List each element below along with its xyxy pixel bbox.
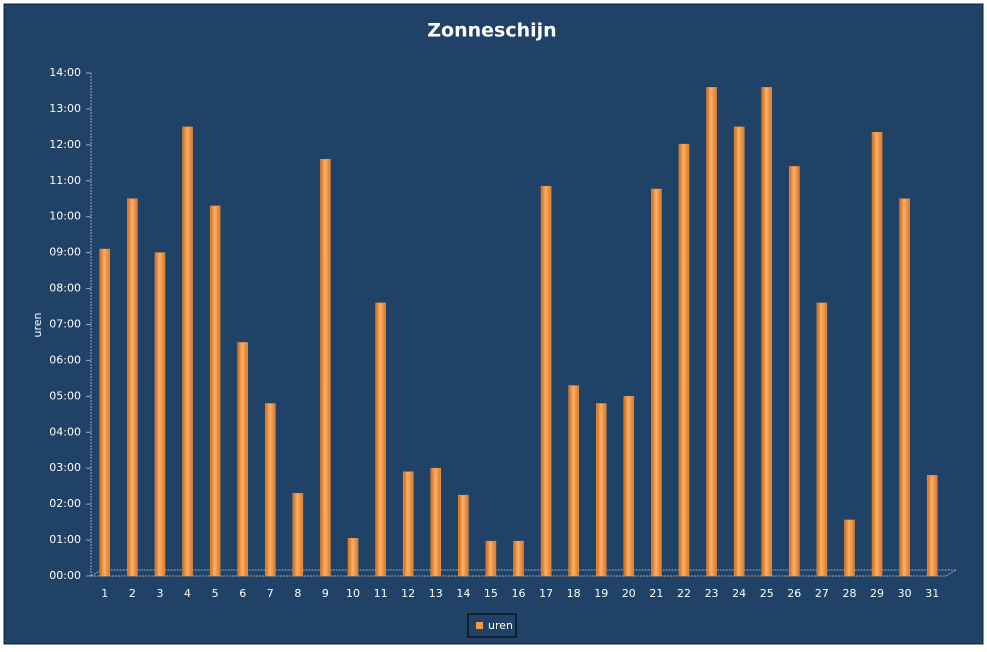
x-tick-label: 21 [649,587,663,600]
x-tick-label: 31 [925,587,939,600]
bar [292,493,304,577]
x-tick-label: 22 [677,587,691,600]
x-tick-label: 30 [898,587,912,600]
bar [99,248,111,577]
x-tick-label: 13 [429,587,443,600]
legend-label: uren [488,619,513,632]
bar [899,198,910,577]
x-tick-label: 23 [705,587,719,600]
x-tick-label: 15 [484,587,498,600]
x-tick-label: 14 [456,587,470,600]
bar [154,252,166,577]
bar [789,166,800,577]
x-tick-label: 12 [401,587,415,600]
bar [926,475,938,577]
y-tick-label: 14:00 [49,66,81,79]
x-tick-label: 28 [842,587,856,600]
x-tick-label: 2 [129,587,136,600]
x-tick-label: 8 [294,587,301,600]
bar [816,302,828,577]
bar [540,185,552,577]
x-tick-label: 11 [374,587,388,600]
x-tick-label: 18 [567,587,581,600]
bar [761,87,772,577]
y-tick-label: 09:00 [49,246,81,259]
y-tick-label: 08:00 [49,282,81,295]
bar [623,396,635,577]
y-axis-label: uren [31,312,44,337]
bar [347,538,359,577]
y-tick-label: 10:00 [49,210,81,223]
x-tick-label: 10 [346,587,360,600]
x-tick-label: 19 [594,587,608,600]
bar [402,471,414,577]
y-tick-label: 06:00 [49,353,81,366]
bar [485,540,497,577]
bar [568,385,579,577]
y-tick-label: 02:00 [49,497,81,510]
bar [127,198,138,577]
x-tick-label: 29 [870,587,884,600]
bar [209,205,221,577]
bar [265,403,276,577]
x-tick-label: 26 [787,587,801,600]
legend [467,613,517,638]
bar [871,132,883,577]
bar [320,158,331,577]
y-tick-label: 04:00 [49,425,81,438]
x-tick-label: 9 [322,587,329,600]
y-tick-label: 05:00 [49,389,81,402]
bar [844,519,855,577]
x-tick-label: 5 [212,587,219,600]
x-tick-label: 20 [622,587,636,600]
x-tick-label: 27 [815,587,829,600]
x-tick-label: 17 [539,587,553,600]
bar [651,188,662,577]
bar [430,467,442,577]
y-tick-label: 12:00 [49,138,81,151]
chart-title: Zonneschijn [427,20,556,42]
y-tick-label: 13:00 [49,102,81,115]
bar [595,403,607,577]
x-tick-label: 4 [184,587,191,600]
bar [237,342,248,577]
x-tick-label: 7 [267,587,274,600]
x-tick-label: 16 [512,587,526,600]
bar [733,126,745,577]
legend-box [467,613,517,638]
bar [678,143,690,577]
x-tick-label: 6 [239,587,246,600]
bar [458,494,469,577]
bar [182,126,193,577]
y-tick-label: 03:00 [49,461,81,474]
bar [513,540,524,577]
y-tick-label: 01:00 [49,533,81,546]
bar [375,302,386,577]
x-tick-label: 25 [760,587,774,600]
x-tick-label: 3 [156,587,163,600]
x-tick-label: 24 [732,587,746,600]
y-tick-label: 07:00 [49,318,81,331]
legend-swatch [476,622,483,629]
y-tick-label: 00:00 [49,569,81,582]
x-tick-label: 1 [101,587,108,600]
y-tick-label: 11:00 [49,174,81,187]
bar [706,87,717,577]
